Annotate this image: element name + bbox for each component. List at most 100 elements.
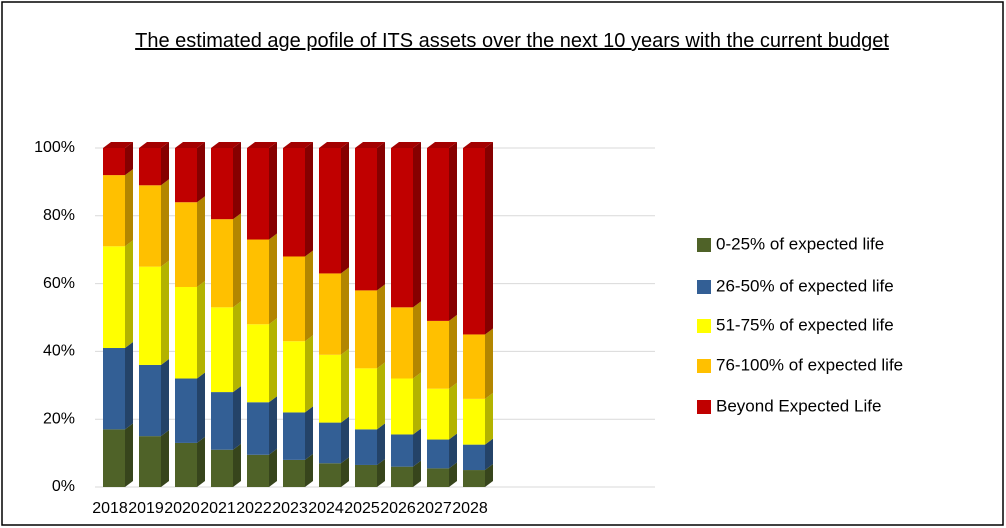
y-tick-label: 0% bbox=[52, 478, 75, 495]
x-tick-label: 2023 bbox=[272, 500, 308, 517]
x-tick-label: 2025 bbox=[344, 500, 380, 517]
bar-segment bbox=[391, 378, 413, 435]
bar-side bbox=[413, 460, 421, 487]
bar-segment bbox=[103, 175, 125, 247]
bar-segment bbox=[247, 402, 269, 455]
x-tick-label: 2026 bbox=[380, 500, 416, 517]
x-tick-label: 2028 bbox=[452, 500, 488, 517]
bar-segment bbox=[211, 219, 233, 308]
bar-side bbox=[197, 196, 205, 287]
bar-side bbox=[269, 233, 277, 325]
x-tick-label: 2024 bbox=[308, 500, 344, 517]
x-tick-label: 2021 bbox=[200, 500, 236, 517]
bar-segment bbox=[247, 239, 269, 325]
bar-side bbox=[233, 443, 241, 487]
bar-segment bbox=[283, 341, 305, 413]
bar-segment bbox=[319, 273, 341, 355]
bar-segment bbox=[355, 290, 377, 369]
bar-segment bbox=[211, 449, 233, 487]
bar-top bbox=[283, 142, 313, 148]
bar-side bbox=[125, 169, 133, 247]
bar-segment bbox=[139, 364, 161, 437]
bar-side bbox=[413, 428, 421, 467]
bar-segment bbox=[247, 148, 269, 240]
chart-title: The estimated age pofile of ITS assets o… bbox=[135, 30, 889, 52]
bar-top bbox=[391, 142, 421, 148]
bar-side bbox=[161, 430, 169, 487]
bar-side bbox=[197, 372, 205, 443]
bar-top bbox=[463, 142, 493, 148]
bar-side bbox=[449, 314, 457, 389]
bar-segment bbox=[175, 442, 197, 487]
bar-top bbox=[247, 142, 277, 148]
bar-segment bbox=[427, 148, 449, 321]
bar-segment bbox=[175, 378, 197, 443]
y-tick-label: 100% bbox=[34, 139, 75, 156]
bar-top bbox=[139, 142, 169, 148]
bar-side bbox=[161, 358, 169, 437]
bar-side bbox=[413, 301, 421, 379]
bar-segment bbox=[139, 266, 161, 365]
bar-side bbox=[161, 260, 169, 365]
bar-side bbox=[197, 436, 205, 487]
bar-side bbox=[125, 342, 133, 430]
bar-segment bbox=[283, 412, 305, 460]
bar-side bbox=[125, 142, 133, 176]
bar-side bbox=[197, 280, 205, 379]
bar-segment bbox=[391, 148, 413, 308]
legend-label: Beyond Expected Life bbox=[716, 396, 881, 415]
y-tick-label: 40% bbox=[43, 343, 75, 360]
bar-top bbox=[211, 142, 241, 148]
bar-segment bbox=[283, 256, 305, 342]
bar-side bbox=[485, 438, 493, 471]
x-tick-label: 2019 bbox=[128, 500, 164, 517]
bar-segment bbox=[463, 470, 485, 487]
bar-side bbox=[413, 372, 421, 435]
legend-label: 76-100% of expected life bbox=[716, 355, 903, 374]
bar-segment bbox=[283, 148, 305, 257]
bar-top bbox=[175, 142, 205, 148]
bar-side bbox=[233, 142, 241, 220]
bar-side bbox=[269, 396, 277, 455]
bar-segment bbox=[175, 148, 197, 203]
bar-side bbox=[485, 392, 493, 445]
legend-label: 0-25% of expected life bbox=[716, 234, 884, 253]
bar-segment bbox=[103, 348, 125, 430]
bar-segment bbox=[175, 202, 197, 287]
bar-side bbox=[305, 335, 313, 413]
bar-segment bbox=[319, 148, 341, 274]
bar-segment bbox=[355, 148, 377, 291]
bar-side bbox=[377, 458, 385, 487]
bar-segment bbox=[139, 436, 161, 487]
bar-segment bbox=[103, 246, 125, 349]
bar-top bbox=[319, 142, 349, 148]
bar-top bbox=[355, 142, 385, 148]
bar-side bbox=[341, 267, 349, 355]
bar-segment bbox=[283, 459, 305, 487]
bar-side bbox=[449, 382, 457, 440]
bar-segment bbox=[211, 148, 233, 220]
bar-segment bbox=[391, 434, 413, 467]
bar-segment bbox=[175, 286, 197, 379]
bar-side bbox=[341, 142, 349, 274]
y-tick-label: 80% bbox=[43, 207, 75, 224]
bar-side bbox=[449, 142, 457, 321]
bar-side bbox=[233, 301, 241, 393]
bar-side bbox=[449, 433, 457, 469]
bar-side bbox=[233, 386, 241, 450]
bar-side bbox=[449, 462, 457, 487]
bar-side bbox=[341, 348, 349, 423]
bar-top bbox=[103, 142, 133, 148]
bar-side bbox=[305, 406, 313, 460]
bar-segment bbox=[427, 468, 449, 487]
x-tick-label: 2022 bbox=[236, 500, 272, 517]
y-tick-label: 60% bbox=[43, 275, 75, 292]
bar-side bbox=[305, 250, 313, 342]
bar-side bbox=[269, 448, 277, 487]
y-tick-label: 20% bbox=[43, 410, 75, 427]
x-tick-label: 2020 bbox=[164, 500, 200, 517]
legend-label: 26-50% of expected life bbox=[716, 276, 894, 295]
bar-segment bbox=[463, 444, 485, 471]
bar-segment bbox=[355, 464, 377, 487]
bar-side bbox=[161, 142, 169, 186]
